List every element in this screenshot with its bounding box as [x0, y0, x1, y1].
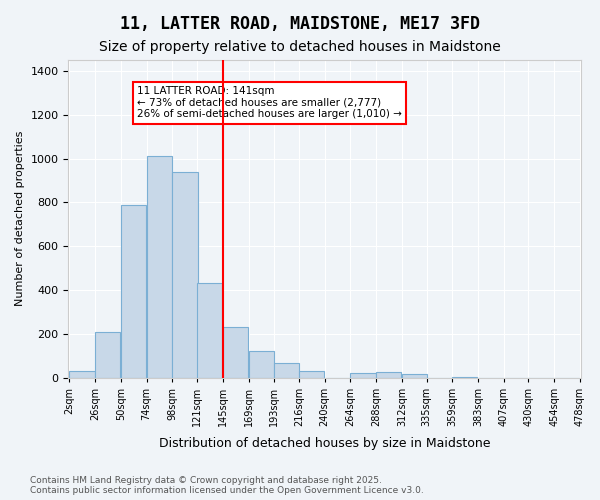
Bar	[223, 327, 248, 378]
Bar	[172, 172, 197, 378]
Text: 11 LATTER ROAD: 141sqm
← 73% of detached houses are smaller (2,777)
26% of semi-: 11 LATTER ROAD: 141sqm ← 73% of detached…	[137, 86, 402, 120]
Bar	[95, 332, 121, 378]
Text: Size of property relative to detached houses in Maidstone: Size of property relative to detached ho…	[99, 40, 501, 54]
Bar	[376, 372, 401, 378]
Bar	[274, 364, 299, 378]
Text: Contains HM Land Registry data © Crown copyright and database right 2025.
Contai: Contains HM Land Registry data © Crown c…	[30, 476, 424, 495]
Bar	[402, 374, 427, 378]
Bar	[70, 371, 95, 378]
Bar	[248, 352, 274, 378]
Bar	[121, 204, 146, 378]
Bar	[452, 376, 478, 378]
Y-axis label: Number of detached properties: Number of detached properties	[15, 131, 25, 306]
X-axis label: Distribution of detached houses by size in Maidstone: Distribution of detached houses by size …	[159, 437, 490, 450]
Bar	[299, 371, 324, 378]
Bar	[197, 284, 222, 378]
Text: 11, LATTER ROAD, MAIDSTONE, ME17 3FD: 11, LATTER ROAD, MAIDSTONE, ME17 3FD	[120, 15, 480, 33]
Bar	[146, 156, 172, 378]
Bar	[350, 373, 376, 378]
